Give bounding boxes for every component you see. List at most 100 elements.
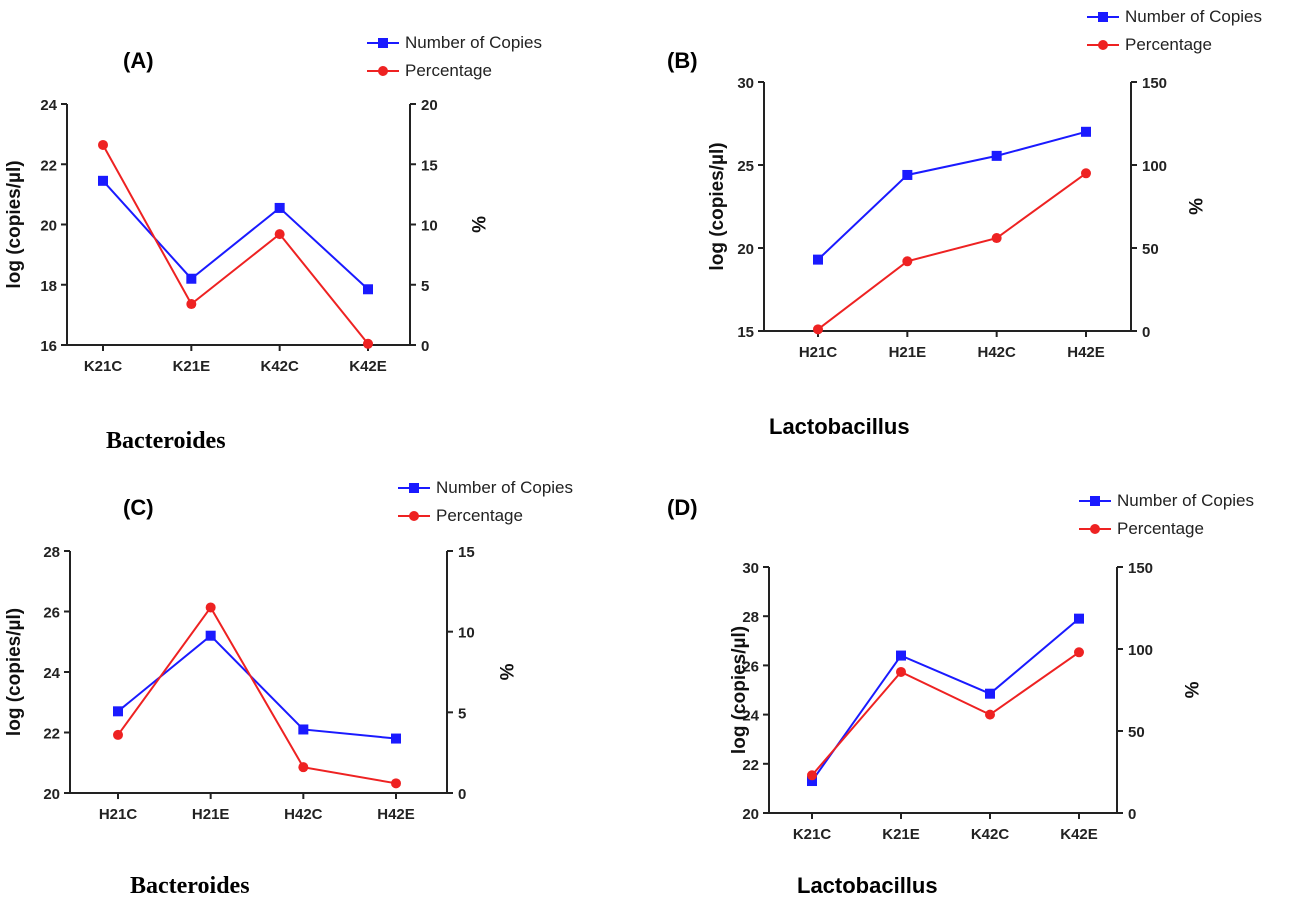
chart-a-svg: 16 18 20 22 24 0 5 10 15 20 K21C K21E K42C K42E log (c…: [0, 0, 649, 451]
legend-circle-icon: [365, 63, 401, 79]
data-point-percentage: [113, 730, 123, 740]
caption-b: Lactobacillus: [769, 414, 910, 440]
data-point-copies: [363, 284, 373, 294]
y-tick-label: 22: [742, 757, 759, 774]
x-tick-label: K21E: [882, 826, 920, 843]
legend-circle-icon: [396, 508, 432, 524]
data-point-percentage: [186, 299, 196, 309]
series-line-percentage: [118, 607, 396, 783]
series-line-copies: [818, 132, 1086, 260]
series-line-percentage: [818, 173, 1086, 329]
panel-label-b: (B): [667, 48, 698, 74]
y2-axis-label: %: [1184, 198, 1205, 215]
data-point-percentage: [807, 770, 817, 780]
chart-panel-a: 16 18 20 22 24 0 5 10 15 20 K21C K21E K42C K42E log (c…: [0, 0, 649, 451]
data-point-percentage: [363, 339, 373, 349]
panel-label-d: (D): [667, 495, 698, 521]
data-point-copies: [113, 706, 123, 716]
chart-panel-d: 20 22 24 26 28 30 0 50 100 150 K21C K21E K42C K42E log…: [649, 451, 1298, 902]
y2-tick-label: 0: [1142, 324, 1150, 341]
series-line-percentage: [812, 652, 1079, 775]
legend-label: Number of Copies: [1125, 3, 1262, 31]
x-tick-label: K42C: [971, 826, 1010, 843]
y2-tick-label: 10: [421, 218, 438, 235]
y-tick-label: 16: [40, 338, 57, 355]
y-tick-label: 22: [40, 157, 57, 174]
y2-tick-label: 150: [1142, 75, 1167, 92]
legend-label: Number of Copies: [405, 29, 542, 57]
x-tick-label: H21C: [99, 806, 138, 823]
y2-tick-label: 15: [421, 157, 438, 174]
y2-tick-label: 10: [458, 625, 475, 642]
chart-panel-b: 15 20 25 30 0 50 100 150 H21C H21E H42C H42E log (co…: [649, 0, 1298, 451]
data-point-percentage: [992, 233, 1002, 243]
data-point-percentage: [902, 256, 912, 266]
data-point-copies: [896, 651, 906, 661]
y2-tick-label: 50: [1142, 241, 1159, 258]
data-point-copies: [813, 255, 823, 265]
caption-d: Lactobacillus: [797, 873, 938, 899]
y-tick-label: 26: [43, 605, 60, 622]
x-tick-label: K21E: [173, 358, 211, 375]
y2-tick-label: 0: [1128, 806, 1136, 823]
y-axis-label: log (copies/µl): [707, 142, 728, 270]
series-line-copies: [812, 619, 1079, 781]
legend-label: Percentage: [1117, 515, 1204, 543]
y2-tick-label: 20: [421, 97, 438, 114]
chart-c-svg: 20 22 24 26 28 0 5 10 15 H21C H21E H42C H42E log (cop…: [0, 451, 649, 902]
legend-circle-icon: [1085, 37, 1121, 53]
x-tick-label: H42C: [977, 344, 1016, 361]
y2-axis-label: %: [1180, 682, 1201, 699]
data-point-percentage: [813, 324, 823, 334]
x-tick-label: K42C: [260, 358, 299, 375]
data-point-percentage: [298, 762, 308, 772]
y2-axis-label: %: [467, 216, 488, 233]
legend-square-icon: [1077, 493, 1113, 509]
y-axis-label: log (copies/µl): [729, 626, 750, 754]
y-tick-label: 28: [43, 544, 60, 561]
x-tick-label: H42C: [284, 806, 323, 823]
panel-label-a: (A): [123, 48, 154, 74]
y-tick-label: 24: [40, 97, 57, 114]
y-tick-label: 20: [40, 218, 57, 235]
data-point-percentage: [896, 667, 906, 677]
caption-c: Bacteroides: [130, 873, 250, 900]
x-tick-label: H42E: [377, 806, 415, 823]
chart-panel-c: 20 22 24 26 28 0 5 10 15 H21C H21E H42C H42E log (cop…: [0, 451, 649, 902]
data-point-copies: [298, 724, 308, 734]
data-point-copies: [275, 203, 285, 213]
legend-circle-icon: [1077, 521, 1113, 537]
y2-tick-label: 150: [1128, 560, 1153, 577]
y-tick-label: 15: [737, 324, 754, 341]
data-point-percentage: [985, 710, 995, 720]
series-line-copies: [103, 181, 368, 289]
y-tick-label: 30: [742, 560, 759, 577]
legend-label: Number of Copies: [436, 474, 573, 502]
legend-label: Number of Copies: [1117, 487, 1254, 515]
y-axis-label: log (copies/µl): [4, 160, 25, 288]
y2-tick-label: 0: [421, 338, 429, 355]
x-tick-label: K21C: [793, 826, 832, 843]
y2-tick-label: 100: [1128, 642, 1153, 659]
x-tick-label: H21E: [889, 344, 927, 361]
data-point-copies: [186, 274, 196, 284]
data-point-copies: [902, 170, 912, 180]
data-point-percentage: [98, 140, 108, 150]
y-tick-label: 22: [43, 726, 60, 743]
y2-tick-label: 15: [458, 544, 475, 561]
y-tick-label: 24: [43, 665, 60, 682]
data-point-copies: [391, 734, 401, 744]
y-axis-label: log (copies/µl): [4, 608, 25, 736]
legend-square-icon: [396, 480, 432, 496]
y-tick-label: 20: [43, 786, 60, 803]
y-tick-label: 28: [742, 609, 759, 626]
y2-tick-label: 100: [1142, 158, 1167, 175]
y2-tick-label: 5: [421, 278, 429, 295]
x-tick-label: K42E: [349, 358, 387, 375]
x-tick-label: K42E: [1060, 826, 1098, 843]
y-tick-label: 30: [737, 75, 754, 92]
chart-b-svg: 15202530050100150H21C H21E H42C H42Elog (co…: [649, 0, 1298, 451]
x-tick-label: H21C: [799, 344, 838, 361]
legend-label: Percentage: [405, 57, 492, 85]
data-point-copies: [98, 176, 108, 186]
